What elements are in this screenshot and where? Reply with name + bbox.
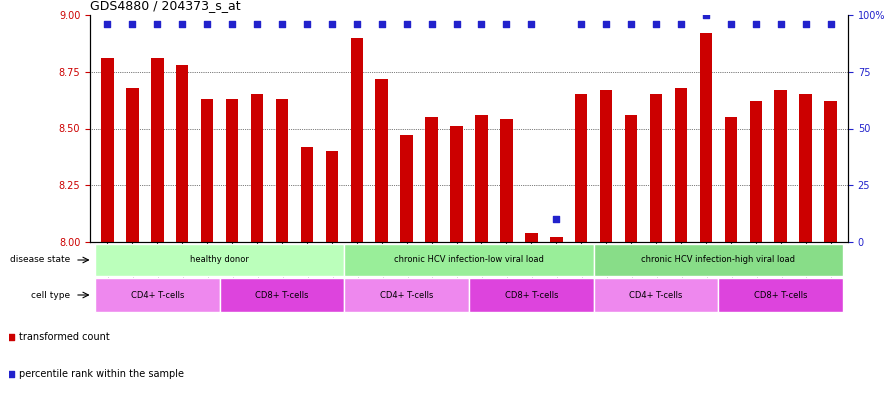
Bar — [774, 90, 787, 242]
Point — [200, 21, 214, 27]
Point — [724, 21, 738, 27]
Point — [549, 216, 564, 222]
Point — [599, 21, 613, 27]
Bar — [101, 58, 114, 242]
Text: CD4+ T-cells: CD4+ T-cells — [629, 290, 683, 299]
Text: GDS4880 / 204373_s_at: GDS4880 / 204373_s_at — [90, 0, 241, 13]
Point — [225, 21, 239, 27]
Bar — [600, 90, 612, 242]
Point — [524, 21, 538, 27]
Point — [125, 21, 140, 27]
Bar — [325, 151, 338, 242]
Point — [349, 21, 364, 27]
Point — [324, 21, 339, 27]
Point — [4, 371, 18, 377]
Bar — [220, 278, 344, 312]
Bar — [475, 115, 487, 242]
Bar — [550, 237, 563, 242]
Bar — [426, 117, 438, 242]
Text: transformed count: transformed count — [19, 332, 109, 342]
Bar — [575, 94, 588, 242]
Text: healthy donor: healthy donor — [190, 255, 249, 264]
Point — [250, 21, 264, 27]
Point — [425, 21, 439, 27]
Text: CD4+ T-cells: CD4+ T-cells — [131, 290, 184, 299]
Point — [375, 21, 389, 27]
Point — [400, 21, 414, 27]
Bar — [675, 88, 687, 242]
Point — [100, 21, 115, 27]
Point — [624, 21, 638, 27]
Text: chronic HCV infection-high viral load: chronic HCV infection-high viral load — [642, 255, 796, 264]
Point — [300, 21, 314, 27]
Text: CD8+ T-cells: CD8+ T-cells — [255, 290, 309, 299]
Bar — [750, 101, 762, 242]
Point — [798, 21, 813, 27]
Text: cell type: cell type — [31, 290, 70, 299]
Bar — [719, 278, 843, 312]
Bar — [344, 244, 594, 276]
Text: chronic HCV infection-low viral load: chronic HCV infection-low viral load — [394, 255, 544, 264]
Point — [151, 21, 165, 27]
Bar — [799, 94, 812, 242]
Text: CD8+ T-cells: CD8+ T-cells — [754, 290, 807, 299]
Point — [773, 21, 788, 27]
Bar — [594, 278, 719, 312]
Bar — [824, 101, 837, 242]
Bar — [176, 65, 188, 242]
Point — [499, 21, 513, 27]
Bar — [201, 99, 213, 242]
Point — [4, 334, 18, 340]
Bar — [469, 278, 594, 312]
Point — [674, 21, 688, 27]
Bar — [251, 94, 263, 242]
Bar — [95, 244, 344, 276]
Bar — [226, 99, 238, 242]
Bar — [375, 79, 388, 242]
Bar — [151, 58, 164, 242]
Bar — [451, 126, 462, 242]
Bar — [95, 278, 220, 312]
Bar — [401, 135, 413, 242]
Point — [574, 21, 589, 27]
Bar — [126, 88, 139, 242]
Bar — [594, 244, 843, 276]
Point — [275, 21, 289, 27]
Bar — [500, 119, 513, 242]
Point — [823, 21, 838, 27]
Bar — [700, 33, 712, 242]
Point — [699, 12, 713, 18]
Bar — [725, 117, 737, 242]
Bar — [344, 278, 469, 312]
Bar — [276, 99, 289, 242]
Text: disease state: disease state — [10, 255, 70, 264]
Point — [450, 21, 464, 27]
Text: CD4+ T-cells: CD4+ T-cells — [380, 290, 434, 299]
Bar — [350, 38, 363, 242]
Point — [474, 21, 488, 27]
Bar — [525, 233, 538, 242]
Point — [748, 21, 762, 27]
Bar — [301, 147, 314, 242]
Text: CD8+ T-cells: CD8+ T-cells — [504, 290, 558, 299]
Bar — [625, 115, 637, 242]
Text: percentile rank within the sample: percentile rank within the sample — [19, 369, 184, 379]
Bar — [650, 94, 662, 242]
Point — [175, 21, 189, 27]
Point — [649, 21, 663, 27]
